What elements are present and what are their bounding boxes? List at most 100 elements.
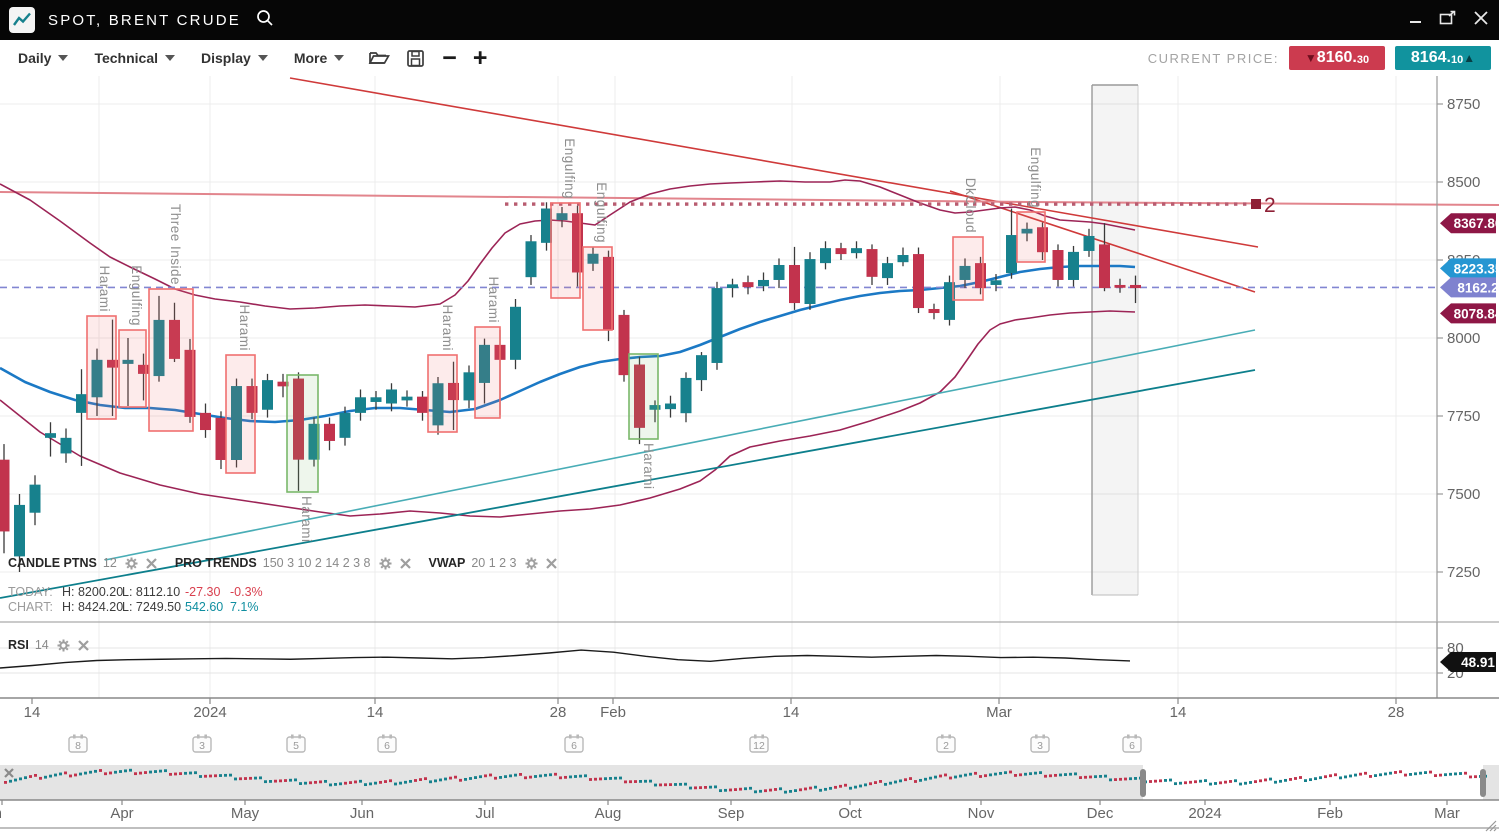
- event-badge-count: 3: [199, 740, 205, 752]
- candle: [696, 355, 707, 381]
- calendar-event-badge[interactable]: [1122, 736, 1142, 753]
- legend-name: CANDLE PTNS: [8, 556, 97, 570]
- candle: [634, 364, 645, 428]
- minimize-button[interactable]: [1409, 11, 1423, 30]
- event-badge-count: 12: [753, 740, 765, 752]
- navigator-month-label: Nov: [968, 805, 995, 822]
- menu-more[interactable]: More: [286, 46, 352, 70]
- candle: [587, 253, 599, 264]
- candle: [91, 359, 103, 398]
- close-icon[interactable]: [146, 557, 157, 569]
- close-icon[interactable]: [545, 557, 557, 569]
- x-axis-tick-label: Mar: [986, 704, 1012, 721]
- navigator-month-label: Jun: [350, 805, 374, 822]
- candle: [1021, 228, 1033, 234]
- pattern-box-bear[interactable]: [148, 288, 194, 432]
- x-axis-tick-label: 14: [1170, 704, 1187, 721]
- navigator-month-label: Sep: [718, 805, 745, 822]
- candle: [448, 382, 459, 401]
- menu-technical[interactable]: Technical: [86, 46, 183, 70]
- legend-name: RSI: [8, 638, 29, 652]
- pattern-box-bear[interactable]: [1016, 211, 1046, 263]
- x-axis-tick-label: 14: [783, 704, 800, 721]
- candle: [231, 386, 242, 460]
- calendar-event-badge[interactable]: [749, 736, 769, 753]
- y-axis-tick-label: 7250: [1447, 564, 1480, 581]
- navigator-handle-left[interactable]: [1140, 769, 1146, 797]
- legend-pro-trends: PRO TRENDS 150 3 10 2 14 2 3 8: [175, 556, 411, 570]
- close-icon[interactable]: [77, 639, 89, 651]
- bid-price-badge: ▼ 8160. 30: [1289, 46, 1385, 70]
- arrow-up-icon: ▲: [1463, 51, 1476, 65]
- calendar-event-badge[interactable]: [377, 736, 397, 753]
- event-badge-count: 2: [943, 740, 949, 752]
- pattern-box-bear[interactable]: [427, 354, 458, 433]
- pattern-label: Harami: [641, 443, 656, 490]
- event-badge-count: 8: [75, 740, 81, 752]
- calendar-event-badge[interactable]: [1030, 736, 1050, 753]
- popout-button[interactable]: [1439, 10, 1457, 31]
- candle: [649, 405, 661, 410]
- chart-canvas[interactable]: 2 Harami Engulfing Three Inside Harami Harami…: [0, 76, 1499, 832]
- candle: [556, 213, 568, 221]
- open-folder-icon[interactable]: [368, 49, 391, 67]
- ask-price-badge: 8164. 10 ▲: [1395, 46, 1491, 70]
- menu-daily[interactable]: Daily: [10, 46, 76, 70]
- candle: [789, 264, 800, 304]
- price-tag: [1440, 303, 1496, 324]
- candle: [76, 394, 87, 413]
- resize-handle-icon[interactable]: [1485, 820, 1497, 832]
- candle: [1130, 284, 1141, 289]
- app-logo-icon: [9, 7, 35, 33]
- calendar-event-badge[interactable]: [68, 736, 88, 753]
- legend-candle-ptns: CANDLE PTNS 12: [8, 556, 157, 570]
- pattern-box-bear[interactable]: [474, 326, 501, 419]
- candle: [804, 259, 816, 304]
- navigator-month-label: n: [0, 805, 2, 822]
- zoom-out-button[interactable]: −: [442, 44, 457, 72]
- candle: [758, 279, 769, 287]
- calendar-event-badge[interactable]: [192, 736, 212, 753]
- candle: [401, 396, 413, 401]
- legend-name: PRO TRENDS: [174, 556, 257, 570]
- gear-icon[interactable]: [125, 557, 138, 570]
- calendar-event-badge[interactable]: [286, 736, 306, 753]
- calendar-event-badge[interactable]: [936, 736, 956, 753]
- candle: [572, 213, 583, 273]
- candle: [277, 381, 289, 387]
- trendline-end-marker[interactable]: [1251, 199, 1261, 209]
- pattern-box-bull[interactable]: [286, 374, 319, 493]
- gear-icon[interactable]: [379, 557, 392, 570]
- rsi-line: [0, 649, 1131, 669]
- pattern-label: Engulfing: [129, 265, 144, 326]
- pattern-label: Engulfing: [594, 182, 609, 243]
- gear-icon[interactable]: [525, 557, 538, 570]
- navigator-month-label: 2024: [1188, 805, 1221, 822]
- pattern-box-bull[interactable]: [628, 353, 659, 440]
- pattern-box-bear[interactable]: [582, 246, 613, 331]
- close-icon[interactable]: [399, 557, 411, 569]
- search-icon[interactable]: [255, 8, 275, 33]
- event-badge-count: 5: [293, 740, 299, 752]
- menu-display[interactable]: Display: [193, 46, 276, 70]
- pattern-box-bear[interactable]: [550, 202, 581, 299]
- legend-vwap: VWAP 20 1 2 3: [429, 556, 557, 570]
- close-button[interactable]: [1473, 10, 1489, 31]
- navigator-handle-right[interactable]: [1480, 769, 1486, 797]
- pattern-box-bear[interactable]: [118, 329, 147, 408]
- save-icon[interactable]: [406, 49, 426, 68]
- candle: [1052, 250, 1064, 280]
- navigator-close-icon[interactable]: [4, 768, 14, 778]
- candle: [463, 372, 475, 401]
- zoom-in-button[interactable]: +: [472, 44, 488, 72]
- highlight-band[interactable]: [1092, 85, 1138, 595]
- navigator-month-label: Feb: [1317, 805, 1343, 822]
- gear-icon[interactable]: [57, 639, 70, 652]
- calendar-event-badge[interactable]: [564, 736, 584, 753]
- pattern-box-bear[interactable]: [225, 354, 256, 474]
- pattern-box-bear[interactable]: [86, 315, 117, 420]
- navigator-month-label: Jul: [475, 805, 494, 822]
- pattern-box-bear[interactable]: [952, 236, 984, 301]
- pattern-label: DkCloud: [963, 178, 978, 233]
- candle: [1099, 244, 1110, 289]
